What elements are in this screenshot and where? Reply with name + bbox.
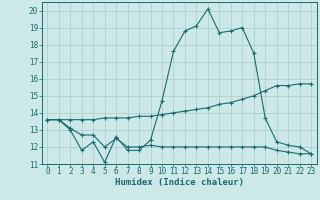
X-axis label: Humidex (Indice chaleur): Humidex (Indice chaleur) [115,178,244,187]
